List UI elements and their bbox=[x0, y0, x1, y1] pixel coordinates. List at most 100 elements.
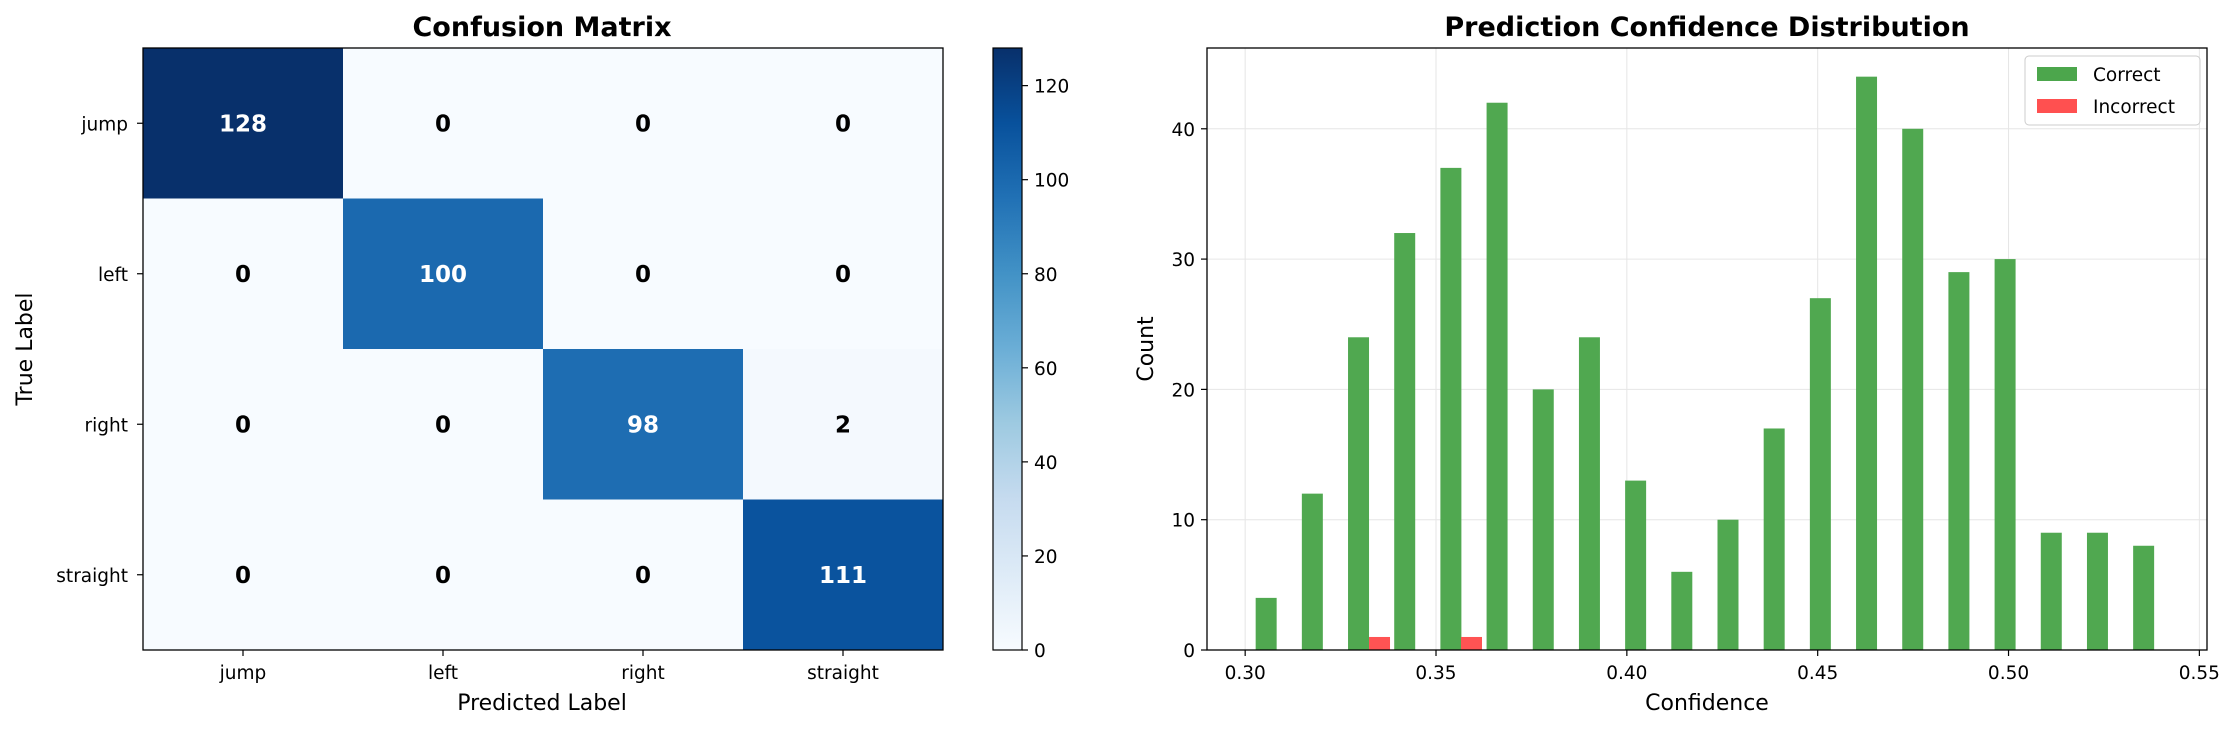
cm-cell-value: 0 bbox=[435, 412, 451, 438]
bar-correct bbox=[1856, 76, 1878, 650]
confusion-matrix-x-label: Predicted Label bbox=[457, 691, 627, 716]
legend-swatch-incorrect bbox=[2037, 99, 2077, 113]
confusion-matrix-title: Confusion Matrix bbox=[412, 12, 671, 43]
bar-correct bbox=[1902, 128, 1924, 651]
cm-y-tick-label: jump bbox=[80, 114, 128, 135]
cm-cell bbox=[343, 499, 544, 651]
confidence-y-tick-label: 0 bbox=[1183, 641, 1195, 662]
colorbar-tick-label: 60 bbox=[1034, 359, 1058, 380]
colorbar: 0 20 40 60 80 100 120 bbox=[992, 47, 1069, 662]
cm-cell-value: 0 bbox=[835, 262, 851, 288]
cm-cell bbox=[743, 499, 944, 651]
confusion-matrix-frame bbox=[142, 47, 944, 651]
confidence-x-tick-label: 0.45 bbox=[1797, 663, 1838, 684]
bar-correct bbox=[1994, 259, 2016, 650]
bar-incorrect bbox=[1461, 636, 1482, 650]
cm-y-tick-label: straight bbox=[56, 566, 128, 587]
bar-correct bbox=[1486, 102, 1508, 650]
confidence-title: Prediction Confidence Distribution bbox=[1444, 12, 1969, 43]
legend-label-incorrect: Incorrect bbox=[2093, 97, 2175, 118]
confidence-x-ticks: 0.30 0.35 0.40 0.45 0.50 0.55 bbox=[1225, 650, 2220, 684]
cm-cell bbox=[143, 198, 344, 350]
legend-swatch-correct bbox=[2037, 67, 2077, 81]
cm-y-tick-label: right bbox=[85, 415, 128, 436]
cm-cell-value: 0 bbox=[435, 563, 451, 589]
confidence-y-tick-label: 10 bbox=[1171, 511, 1195, 532]
bar-correct bbox=[1763, 428, 1785, 650]
confusion-matrix-panel: Confusion Matrix 128 0 0 0 0 100 0 0 0 0 98 2 0 0 0 111… bbox=[13, 12, 944, 716]
cm-cell bbox=[343, 48, 544, 199]
bar-correct bbox=[1255, 597, 1277, 650]
cm-cell-value: 0 bbox=[435, 111, 451, 137]
cm-cell-value: 0 bbox=[235, 262, 251, 288]
colorbar-tick-label: 20 bbox=[1034, 547, 1058, 568]
confidence-x-tick-label: 0.50 bbox=[1988, 663, 2029, 684]
bar-correct bbox=[2133, 545, 2155, 650]
bar-correct bbox=[1394, 233, 1416, 650]
confidence-frame bbox=[1206, 47, 2208, 651]
cm-x-tick-label: right bbox=[621, 663, 664, 684]
confidence-x-label: Confidence bbox=[1645, 691, 1769, 716]
cm-x-tick-label: jump bbox=[219, 663, 267, 684]
cm-cell-value: 0 bbox=[635, 111, 651, 137]
bar-correct bbox=[1717, 519, 1739, 650]
cm-cell-value: 0 bbox=[835, 111, 851, 137]
confidence-x-tick-label: 0.55 bbox=[2179, 663, 2220, 684]
bar-correct bbox=[1440, 167, 1462, 650]
colorbar-tick-label: 100 bbox=[1034, 171, 1069, 192]
cm-x-tick-label: left bbox=[428, 663, 458, 684]
colorbar-tick-label: 40 bbox=[1034, 453, 1058, 474]
cm-cell-value: 100 bbox=[419, 262, 467, 288]
bar-correct bbox=[1578, 337, 1600, 650]
cm-cell bbox=[343, 198, 544, 350]
bar-correct bbox=[1671, 571, 1693, 650]
bar-correct bbox=[1948, 272, 1970, 650]
cm-x-tick-label: straight bbox=[807, 663, 879, 684]
confusion-matrix-cells: 128 0 0 0 0 100 0 0 0 0 98 2 0 0 0 111 bbox=[143, 48, 944, 651]
cm-cell-value: 128 bbox=[219, 111, 267, 137]
colorbar-tick-label: 0 bbox=[1034, 641, 1046, 662]
confidence-x-tick-label: 0.30 bbox=[1225, 663, 1266, 684]
cm-cell bbox=[743, 48, 944, 199]
confusion-matrix-y-label: True Label bbox=[13, 292, 38, 406]
bar-correct bbox=[1532, 389, 1554, 650]
confidence-y-tick-label: 40 bbox=[1171, 120, 1195, 141]
cm-cell-value: 0 bbox=[235, 412, 251, 438]
cm-cell bbox=[543, 349, 744, 500]
confidence-x-tick-label: 0.35 bbox=[1415, 663, 1456, 684]
confidence-y-label: Count bbox=[1134, 316, 1159, 382]
bar-correct bbox=[1809, 298, 1831, 650]
cm-cell bbox=[743, 198, 944, 350]
bar-incorrect bbox=[1369, 636, 1391, 650]
confidence-y-ticks: 0 10 20 30 40 bbox=[1171, 120, 1207, 662]
bar-correct bbox=[1301, 493, 1323, 650]
cm-cell bbox=[743, 349, 944, 500]
confusion-matrix-x-ticks: jump left right straight bbox=[219, 650, 879, 684]
colorbar-tick-label: 120 bbox=[1034, 77, 1069, 98]
colorbar-ticks: 0 20 40 60 80 100 120 bbox=[1022, 77, 1069, 662]
cm-cell bbox=[143, 349, 344, 500]
confidence-panel: Prediction Confidence Distribution 0.30 0… bbox=[1134, 12, 2220, 716]
bar-correct bbox=[2086, 532, 2108, 650]
cm-cell bbox=[143, 499, 344, 651]
bar-correct bbox=[1348, 337, 1370, 650]
cm-cell bbox=[543, 198, 744, 350]
cm-cell bbox=[343, 349, 544, 500]
confidence-y-tick-label: 30 bbox=[1171, 250, 1195, 271]
cm-cell-value: 0 bbox=[635, 563, 651, 589]
cm-cell-value: 2 bbox=[835, 412, 851, 438]
confidence-y-tick-label: 20 bbox=[1171, 380, 1195, 401]
cm-cell-value: 111 bbox=[819, 563, 867, 589]
cm-cell bbox=[143, 48, 344, 199]
colorbar-gradient bbox=[992, 47, 1023, 651]
cm-cell-value: 98 bbox=[627, 412, 659, 438]
confusion-matrix-y-ticks: jump left right straight bbox=[56, 114, 143, 587]
confidence-bars bbox=[1255, 76, 2155, 651]
cm-cell bbox=[543, 48, 744, 199]
bar-correct bbox=[1625, 480, 1647, 650]
cm-cell bbox=[543, 499, 744, 651]
cm-cell-value: 0 bbox=[235, 563, 251, 589]
legend: Correct Incorrect bbox=[2024, 55, 2201, 126]
legend-label-correct: Correct bbox=[2093, 65, 2161, 86]
